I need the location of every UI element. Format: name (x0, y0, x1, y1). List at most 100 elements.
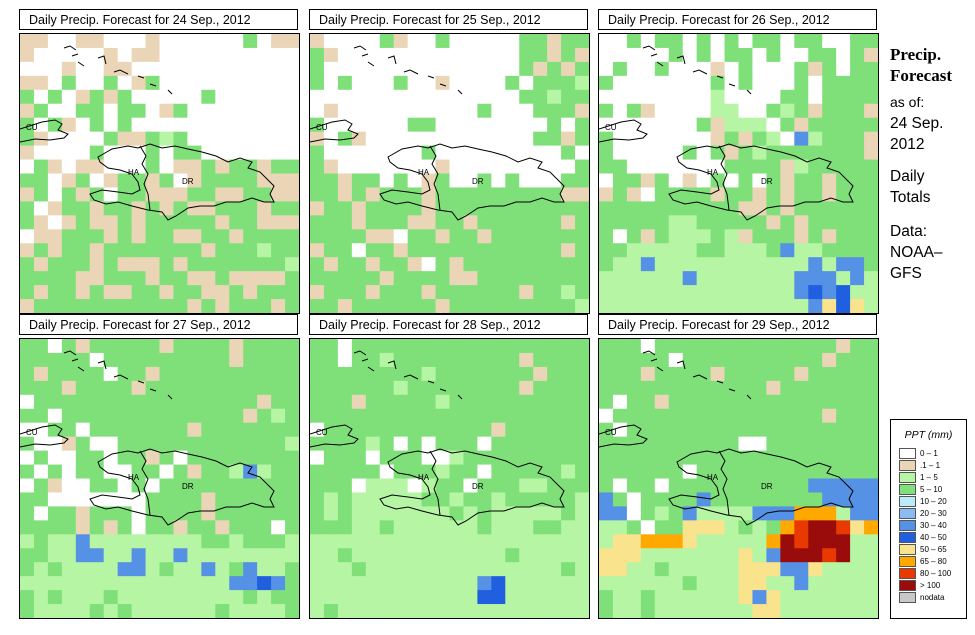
grid-cell (351, 285, 367, 300)
grid-cell (612, 492, 628, 507)
grid-cell (310, 103, 325, 119)
grid-cell (654, 394, 670, 410)
grid-cell (173, 285, 188, 300)
grid-cell (822, 506, 837, 521)
grid-cell (864, 47, 878, 63)
country-label-haiti: HA (128, 473, 140, 482)
grid-cell (215, 339, 230, 354)
grid-cell (599, 173, 614, 189)
grid-cell (724, 534, 740, 549)
grid-cell (808, 604, 823, 618)
grid-cell (561, 450, 576, 466)
grid-cell (159, 339, 175, 354)
grid-cell (780, 478, 795, 494)
grid-cell (561, 201, 576, 216)
grid-cell (421, 534, 437, 549)
grid-cell (808, 464, 823, 480)
grid-cell (271, 506, 286, 521)
grid-cell (215, 75, 230, 91)
grid-cell (75, 604, 91, 618)
grid-cell (519, 229, 534, 244)
grid-cell (626, 520, 642, 535)
grid-cell (766, 492, 781, 507)
grid-cell (103, 576, 119, 591)
grid-cell (724, 61, 740, 77)
grid-cell (599, 478, 614, 494)
grid-cell (794, 548, 809, 563)
grid-cell (89, 464, 105, 480)
grid-cell (47, 492, 63, 507)
grid-cell (626, 243, 642, 258)
grid-cell (477, 339, 492, 354)
grid-cell (640, 299, 656, 313)
grid-cell (766, 590, 781, 605)
grid-cell (103, 173, 119, 189)
coastline-path (89, 143, 275, 221)
grid-cell (435, 159, 451, 175)
grid-cell (696, 47, 712, 63)
grid-cell (131, 89, 147, 105)
grid-cell (215, 548, 230, 563)
grid-cell (477, 506, 492, 521)
grid-cell (752, 506, 767, 521)
grid-cell (173, 548, 188, 563)
grid-cell (794, 450, 809, 466)
grid-cell (187, 61, 202, 77)
grid-cell (229, 117, 244, 133)
grid-cell (435, 478, 451, 494)
grid-cell (533, 339, 548, 354)
grid-cell (117, 34, 133, 49)
grid-cell (477, 436, 492, 452)
grid-cell (575, 520, 589, 535)
grid-cell (257, 506, 272, 521)
legend-label: 30 – 40 (920, 520, 947, 530)
grid-cell (599, 131, 614, 147)
grid-cell (33, 61, 49, 77)
grid-cell (477, 89, 492, 105)
grid-cell (836, 450, 851, 466)
grid-cell (864, 229, 878, 244)
grid-cell (351, 47, 367, 63)
grid-cell (794, 201, 809, 216)
grid-cell (612, 75, 628, 91)
grid-cell (850, 145, 865, 161)
grid-cell (257, 47, 272, 63)
grid-cell (20, 243, 35, 258)
info-sidebar: Precip. Forecast as of: 24 Sep. 2012 Dai… (890, 44, 974, 284)
grid-cell (519, 339, 534, 354)
grid-cell (407, 534, 423, 549)
grid-cell (477, 173, 492, 189)
grid-cell (407, 436, 423, 452)
grid-cell (682, 478, 698, 494)
grid-cell (187, 339, 202, 354)
grid-cell (599, 271, 614, 286)
grid-cell (696, 75, 712, 91)
grid-cell (435, 450, 451, 466)
grid-cell (505, 243, 520, 258)
grid-cell (89, 47, 105, 63)
grid-cell (836, 422, 851, 438)
grid-cell (668, 548, 684, 563)
panel-title: Daily Precip. Forecast for 24 Sep., 2012 (19, 9, 298, 30)
grid-cell (131, 436, 147, 452)
grid-cell (533, 229, 548, 244)
grid-cell (435, 408, 451, 424)
grid-cell (682, 492, 698, 507)
grid-cell (668, 408, 684, 424)
grid-cell (710, 408, 726, 424)
grid-cell (257, 299, 272, 313)
grid-cell (145, 408, 161, 424)
grid-cell (547, 339, 562, 354)
grid-cell (229, 506, 244, 521)
grid-cell (89, 548, 105, 563)
grid-cell (696, 61, 712, 77)
grid-cell (285, 408, 299, 424)
grid-cell (794, 271, 809, 286)
country-label-cuba: CU (26, 428, 38, 437)
grid-cell (808, 117, 823, 133)
grid-cell (159, 394, 175, 410)
grid-cell (519, 257, 534, 272)
grid-cell (640, 201, 656, 216)
grid-cell (103, 408, 119, 424)
grid-cell (561, 243, 576, 258)
